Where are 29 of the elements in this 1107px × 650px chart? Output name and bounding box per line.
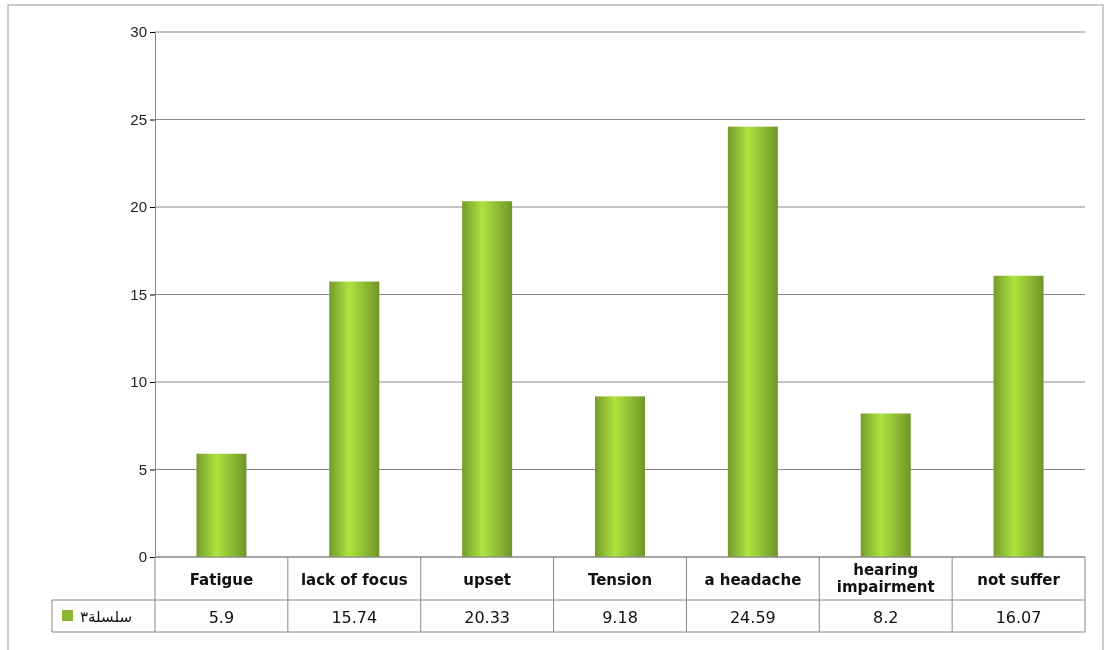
data-label: 20.33 — [464, 608, 511, 627]
data-label: 9.18 — [602, 608, 638, 627]
x-tick-label: not suffer — [977, 571, 1061, 589]
y-tick-label: 25 — [130, 110, 147, 128]
data-label: 16.07 — [995, 608, 1042, 627]
data-label: 5.9 — [208, 608, 235, 627]
x-tick-label: hearing impairment — [836, 561, 935, 596]
y-tick-label: 20 — [130, 198, 147, 216]
bar — [860, 413, 911, 557]
y-tick-label: 5 — [138, 460, 147, 478]
x-tick-label: Tension — [587, 571, 653, 589]
y-tick-label: 0 — [138, 548, 147, 566]
x-tick-label: Fatigue — [189, 571, 254, 589]
bar — [329, 281, 380, 557]
bar — [727, 126, 778, 557]
bar — [462, 201, 513, 557]
data-label: 15.74 — [331, 608, 378, 627]
legend-label: سلسلة٣ — [80, 608, 132, 626]
x-tick-label: a headache — [704, 571, 802, 589]
x-tick-label: upset — [463, 571, 511, 589]
x-tick-label: lack of focus — [300, 571, 408, 589]
data-label: 8.2 — [872, 608, 899, 627]
y-tick-label: 10 — [130, 373, 147, 391]
y-tick-label: 15 — [130, 285, 147, 303]
bar — [196, 453, 247, 557]
bar — [993, 275, 1044, 557]
data-label: 24.59 — [729, 608, 776, 627]
bar — [595, 396, 645, 557]
y-tick-label: 30 — [130, 23, 147, 41]
